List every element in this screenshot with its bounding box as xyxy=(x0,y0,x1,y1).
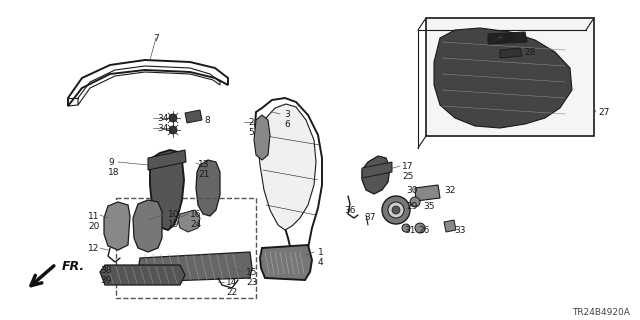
Text: 9: 9 xyxy=(108,158,114,167)
Polygon shape xyxy=(254,115,270,160)
Text: 28: 28 xyxy=(524,48,536,57)
Text: 23: 23 xyxy=(246,278,257,287)
Polygon shape xyxy=(196,160,220,216)
Text: 12: 12 xyxy=(88,244,99,253)
Polygon shape xyxy=(148,150,186,170)
Text: 34: 34 xyxy=(157,124,168,133)
Polygon shape xyxy=(500,48,522,58)
Text: 31: 31 xyxy=(404,226,415,235)
Text: 3: 3 xyxy=(284,110,290,119)
Polygon shape xyxy=(444,220,456,232)
Text: 14: 14 xyxy=(226,278,237,287)
Text: 5: 5 xyxy=(248,128,253,137)
Text: 7: 7 xyxy=(153,34,159,43)
Polygon shape xyxy=(362,156,390,194)
Text: 26: 26 xyxy=(418,226,429,235)
Text: 21: 21 xyxy=(198,170,209,179)
Polygon shape xyxy=(434,28,572,128)
Polygon shape xyxy=(150,150,184,230)
Text: 19: 19 xyxy=(168,220,179,229)
Text: 17: 17 xyxy=(402,162,413,171)
Text: 29: 29 xyxy=(406,202,417,211)
Text: 16: 16 xyxy=(190,210,202,219)
Text: 30: 30 xyxy=(406,186,417,195)
Polygon shape xyxy=(104,202,130,250)
Text: 24: 24 xyxy=(190,220,201,229)
Text: 13: 13 xyxy=(198,160,209,169)
Polygon shape xyxy=(138,252,252,282)
Text: 18: 18 xyxy=(108,168,120,177)
Polygon shape xyxy=(260,245,312,280)
Bar xyxy=(426,18,594,136)
Text: 2: 2 xyxy=(248,118,253,127)
Text: 10: 10 xyxy=(168,210,179,219)
Text: 15: 15 xyxy=(246,268,257,277)
Polygon shape xyxy=(100,265,185,285)
Text: 34: 34 xyxy=(157,114,168,123)
Text: 37: 37 xyxy=(364,213,376,222)
Text: 20: 20 xyxy=(88,222,99,231)
Circle shape xyxy=(169,114,177,122)
Text: 36: 36 xyxy=(344,206,355,215)
Circle shape xyxy=(382,196,410,224)
Polygon shape xyxy=(258,104,316,230)
Circle shape xyxy=(415,223,425,233)
Circle shape xyxy=(169,126,177,134)
Polygon shape xyxy=(133,200,162,252)
Text: 33: 33 xyxy=(454,226,465,235)
Text: 6: 6 xyxy=(284,120,290,129)
Text: 11: 11 xyxy=(88,212,99,221)
Text: 1: 1 xyxy=(318,248,324,257)
Polygon shape xyxy=(185,110,202,123)
Polygon shape xyxy=(415,185,440,201)
Text: 39: 39 xyxy=(100,276,111,285)
Bar xyxy=(116,198,256,298)
Text: TR24B4920A: TR24B4920A xyxy=(572,308,630,317)
Circle shape xyxy=(402,224,410,232)
Circle shape xyxy=(392,206,400,214)
Text: 28: 28 xyxy=(502,34,513,43)
Text: 4: 4 xyxy=(318,258,324,267)
Polygon shape xyxy=(488,32,527,44)
Text: FR.: FR. xyxy=(62,260,85,273)
Text: 27: 27 xyxy=(598,108,609,117)
Circle shape xyxy=(388,202,404,218)
Polygon shape xyxy=(178,210,200,232)
Text: 8: 8 xyxy=(204,116,210,125)
Circle shape xyxy=(410,197,420,207)
Text: 22: 22 xyxy=(226,288,237,297)
Text: 38: 38 xyxy=(100,266,111,275)
Polygon shape xyxy=(362,162,392,178)
Text: 25: 25 xyxy=(402,172,413,181)
Text: 32: 32 xyxy=(444,186,456,195)
Text: 35: 35 xyxy=(423,202,435,211)
